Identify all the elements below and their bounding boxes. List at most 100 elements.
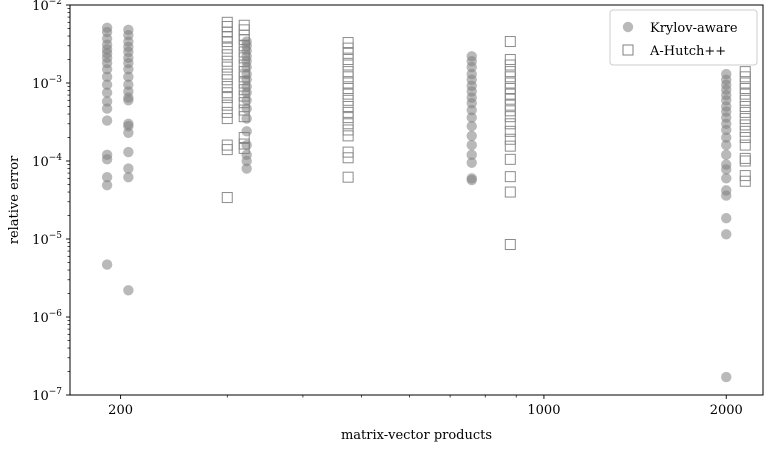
data-point: [504, 186, 516, 198]
data-point: [342, 118, 354, 130]
data-point: [238, 104, 250, 116]
data-point: [721, 124, 732, 136]
data-point: [739, 94, 751, 106]
data-point: [466, 112, 477, 123]
legend-marker-circle: [622, 21, 634, 33]
data-point: [221, 81, 233, 93]
data-point: [504, 239, 516, 251]
data-point: [504, 77, 516, 89]
data-point: [739, 77, 751, 89]
data-point: [221, 68, 233, 80]
series-krylov-aware: [101, 22, 732, 383]
data-point: [739, 100, 751, 112]
data-point: [238, 111, 250, 123]
data-point: [101, 259, 113, 270]
plot-frame: [69, 4, 764, 396]
data-point: [342, 59, 354, 71]
data-point: [342, 100, 354, 112]
data-point: [238, 84, 250, 96]
data-point: [504, 105, 516, 117]
data-point: [739, 125, 751, 137]
data-point: [504, 36, 516, 48]
data-point: [101, 96, 113, 107]
data-point: [739, 155, 751, 167]
data-point: [101, 179, 113, 191]
y-tick-label: 10−5: [32, 231, 62, 248]
data-point: [504, 59, 516, 71]
data-point: [101, 87, 113, 98]
data-point: [101, 71, 113, 83]
data-point: [221, 55, 233, 67]
data-point: [721, 149, 732, 161]
data-point: [241, 126, 252, 137]
data-point: [342, 152, 354, 164]
data-point: [238, 97, 250, 109]
data-point: [342, 130, 354, 142]
data-point: [739, 88, 751, 100]
data-point: [504, 93, 516, 105]
data-point: [238, 46, 250, 58]
data-point: [238, 71, 250, 83]
data-point: [739, 83, 751, 95]
x-tick-label: 2000: [710, 403, 743, 418]
data-point: [466, 157, 477, 168]
y-tick-label: 10−2: [32, 0, 62, 14]
data-point: [342, 47, 354, 59]
data-point: [342, 112, 354, 124]
data-point: [238, 40, 250, 52]
data-point: [721, 190, 732, 201]
data-point: [504, 133, 516, 145]
data-point: [504, 153, 516, 165]
data-point: [721, 164, 732, 175]
data-point: [466, 104, 477, 116]
data-point: [466, 120, 477, 132]
data-point: [101, 64, 113, 75]
data-point: [466, 139, 477, 151]
data-point: [739, 170, 751, 182]
data-point: [342, 71, 354, 83]
data-point: [238, 59, 250, 71]
data-point: [342, 54, 354, 66]
y-tick-label: 10−7: [32, 387, 62, 404]
data-point: [101, 171, 113, 183]
data-point: [221, 99, 233, 111]
data-point: [342, 88, 354, 100]
data-point: [221, 92, 233, 104]
data-point: [739, 113, 751, 125]
data-point: [221, 42, 233, 54]
data-point: [466, 130, 477, 142]
data-point: [342, 124, 354, 136]
data-point: [221, 61, 233, 73]
data-point: [221, 49, 233, 61]
data-point: [504, 83, 516, 95]
data-point: [123, 127, 134, 138]
data-point: [504, 54, 516, 66]
data-point: [721, 212, 732, 224]
data-point: [221, 74, 233, 86]
legend-label: A-Hutch++: [649, 44, 726, 59]
data-point: [342, 37, 354, 49]
data-point: [101, 103, 113, 114]
data-point: [123, 171, 134, 183]
legend-box: [609, 9, 758, 66]
data-point: [123, 285, 134, 296]
data-point: [221, 36, 233, 48]
data-point: [342, 77, 354, 89]
data-point: [504, 140, 516, 152]
data-point: [238, 132, 250, 144]
data-point: [739, 119, 751, 131]
data-point: [101, 154, 113, 165]
data-point: [123, 163, 134, 174]
legend-marker-square: [622, 44, 634, 56]
data-point: [238, 142, 250, 154]
series-a-hutch: [221, 16, 751, 251]
data-point: [504, 99, 516, 111]
y-tick-label: 10−4: [32, 153, 62, 170]
data-point: [241, 155, 252, 167]
data-point: [101, 79, 113, 90]
data-point: [342, 146, 354, 158]
data-point: [739, 71, 751, 83]
data-point: [342, 171, 354, 183]
data-point: [241, 163, 252, 174]
x-tick-label: 1000: [527, 403, 560, 418]
